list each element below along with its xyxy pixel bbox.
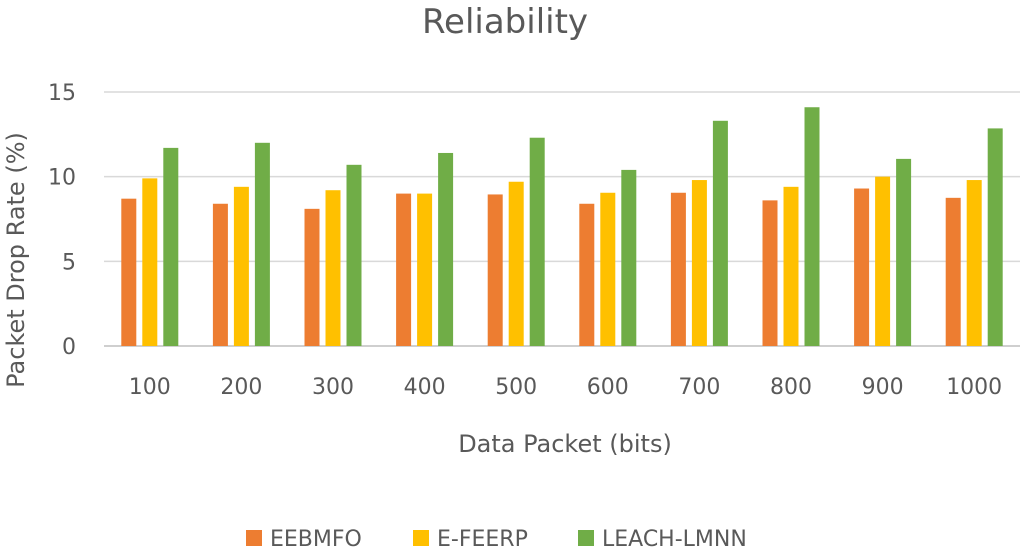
bar-e-feerp-200	[233, 186, 249, 346]
x-axis-ticks: 100 200 300 400 500 600 700 800 900 1000	[129, 375, 1002, 400]
legend-label-leach-lmnn: LEACH-LMNN	[602, 527, 747, 551]
y-tick-label: 5	[62, 250, 76, 275]
bar-eebmfo-300	[304, 208, 320, 346]
x-tick-label: 500	[495, 375, 537, 400]
x-tick-label: 1000	[946, 375, 1002, 400]
bar-leach-lmnn-700	[712, 120, 728, 346]
bar-e-feerp-1000	[966, 180, 982, 346]
bar-leach-lmnn-600	[621, 169, 637, 346]
legend-label-e-feerp: E-FEERP	[437, 527, 528, 551]
bar-leach-lmnn-100	[163, 147, 179, 346]
legend-swatch-leach-lmnn	[578, 530, 594, 546]
bar-e-feerp-900	[875, 176, 891, 346]
bar-e-feerp-700	[691, 180, 707, 346]
x-tick-label: 400	[404, 375, 446, 400]
bar-leach-lmnn-500	[529, 137, 545, 346]
legend: EEBMFO E-FEERP LEACH-LMNN	[246, 527, 747, 551]
x-tick-label: 900	[862, 375, 904, 400]
legend-swatch-eebmfo	[246, 530, 262, 546]
bar-eebmfo-400	[396, 193, 412, 346]
y-tick-label: 15	[48, 81, 76, 106]
bar-leach-lmnn-200	[254, 142, 270, 346]
bar-e-feerp-300	[325, 190, 341, 346]
x-tick-label: 300	[312, 375, 354, 400]
legend-label-eebmfo: EEBMFO	[270, 527, 362, 551]
bar-e-feerp-600	[600, 192, 616, 346]
x-tick-label: 100	[129, 375, 171, 400]
x-tick-label: 200	[220, 375, 262, 400]
bar-e-feerp-500	[508, 181, 524, 346]
bar-eebmfo-800	[762, 200, 778, 346]
bar-leach-lmnn-400	[438, 152, 454, 346]
x-tick-label: 700	[678, 375, 720, 400]
bar-leach-lmnn-800	[804, 107, 820, 347]
bar-eebmfo-500	[487, 194, 503, 346]
x-tick-label: 600	[587, 375, 629, 400]
bar-leach-lmnn-900	[896, 158, 912, 346]
bar-leach-lmnn-1000	[987, 128, 1003, 346]
bars	[121, 107, 1003, 347]
y-tick-label: 0	[62, 335, 76, 360]
y-axis-ticks: 0 5 10 15	[48, 81, 76, 360]
bar-eebmfo-600	[579, 203, 595, 346]
bar-eebmfo-700	[670, 192, 686, 346]
x-tick-label: 800	[770, 375, 812, 400]
x-axis-label: Data Packet (bits)	[458, 430, 672, 458]
bar-eebmfo-1000	[945, 197, 961, 346]
y-axis-label: Packet Drop Rate (%)	[2, 132, 30, 388]
bar-eebmfo-900	[854, 188, 870, 346]
bar-e-feerp-400	[417, 193, 433, 346]
chart-title: Reliability	[422, 2, 588, 42]
bar-e-feerp-100	[142, 178, 158, 346]
bar-leach-lmnn-300	[346, 164, 362, 346]
bar-eebmfo-100	[121, 198, 137, 346]
y-tick-label: 10	[48, 166, 76, 191]
legend-swatch-e-feerp	[413, 530, 429, 546]
bar-e-feerp-800	[783, 186, 799, 346]
bar-eebmfo-200	[212, 203, 228, 346]
